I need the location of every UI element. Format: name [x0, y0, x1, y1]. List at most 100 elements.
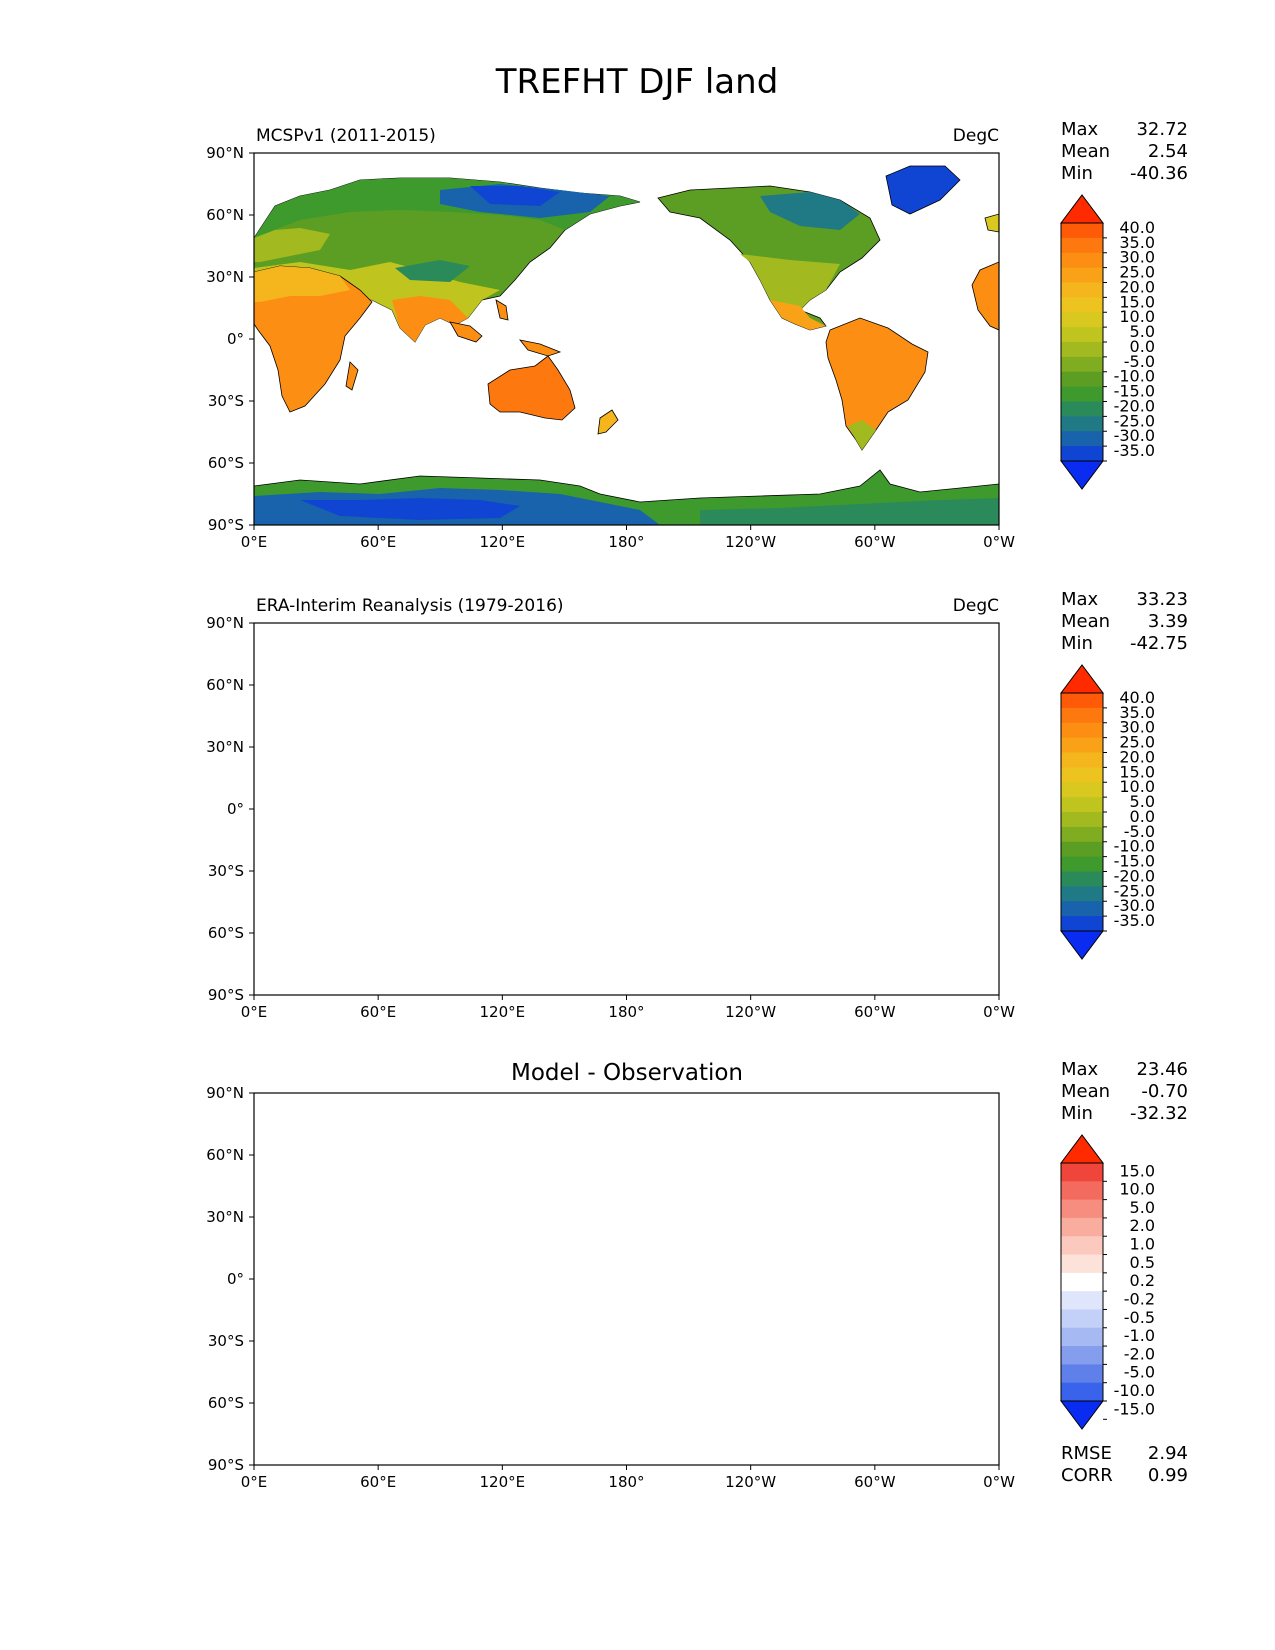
lon-label: 60°W	[854, 1003, 896, 1021]
colorbar-label: -30.0	[1114, 896, 1155, 915]
colorbar-segment	[1061, 1346, 1103, 1365]
lon-label: 0°W	[983, 1003, 1015, 1021]
colorbar-label: -25.0	[1114, 881, 1155, 900]
colorbar-label: -20.0	[1114, 396, 1155, 415]
colorbar-segment	[1061, 797, 1103, 813]
lat-label: 90°N	[206, 614, 244, 632]
northamerica-land	[657, 165, 961, 331]
stat-value: 32.72	[1136, 119, 1188, 140]
lat-label: 90°N	[206, 1084, 244, 1102]
lat-label: 60°N	[206, 1146, 244, 1164]
colorbar-label: -35.0	[1114, 911, 1155, 930]
colorbar-label: 30.0	[1119, 718, 1155, 737]
colorbar-label: 20.0	[1119, 277, 1155, 296]
panel-model: MCSPv1 (2011-2015) DegC	[206, 119, 1188, 551]
panel-left-title: MCSPv1 (2011-2015)	[256, 126, 436, 146]
colorbar-segment	[1061, 871, 1103, 887]
lat-label: 30°N	[206, 1208, 244, 1226]
colorbar-segment	[1061, 342, 1103, 358]
lon-label: 60°E	[360, 533, 396, 551]
extra-stat-value: 2.94	[1148, 1443, 1188, 1464]
stat-value: 23.46	[1136, 1059, 1188, 1080]
antarctica-land	[254, 469, 999, 525]
stat-label: Min	[1061, 633, 1093, 654]
figure-title: TREFHT DJF land	[495, 62, 779, 102]
colorbar-label: 5.0	[1130, 322, 1155, 341]
colorbar-segment	[1061, 1364, 1103, 1384]
colorbar-min-extend	[1060, 460, 1104, 490]
colorbar-segment	[1061, 841, 1103, 858]
lat-label: 0°	[227, 800, 244, 818]
panel-observation: ERA-Interim Reanalysis (1979-2016) DegC	[206, 589, 1188, 1021]
land-field	[254, 165, 999, 525]
colorbar-label: 0.5	[1130, 1253, 1155, 1272]
colorbar-segment	[1061, 1181, 1103, 1201]
colorbar-label: 15.0	[1119, 762, 1155, 781]
colorbar-max-extend	[1060, 194, 1104, 224]
lon-label: 120°W	[725, 1473, 776, 1491]
colorbar-label: -35.0	[1114, 441, 1155, 460]
panel-difference: Model - Observation	[206, 1059, 1188, 1491]
lat-label: 60°S	[208, 924, 244, 942]
colorbar-segment	[1061, 1327, 1103, 1347]
lat-label: 0°	[227, 330, 244, 348]
colorbar-segment	[1061, 327, 1103, 343]
lon-label: 0°E	[241, 1003, 268, 1021]
lat-label: 30°S	[208, 1332, 244, 1350]
lon-label: 60°E	[360, 1473, 396, 1491]
colorbar-label: -25.0	[1114, 411, 1155, 430]
colorbar-min-extend	[1060, 930, 1104, 960]
colorbar-segment	[1061, 431, 1103, 447]
colorbar-label: 0.0	[1130, 337, 1155, 356]
lon-label: 120°E	[480, 1473, 526, 1491]
colorbar-label: -0.2	[1124, 1289, 1155, 1308]
panel-units: DegC	[953, 126, 999, 146]
lat-label: 30°N	[206, 268, 244, 286]
map-background	[254, 623, 999, 995]
stat-label: Max	[1061, 589, 1099, 610]
southamerica-land	[825, 317, 929, 451]
colorbar-segment	[1061, 1217, 1103, 1237]
colorbar-label: -20.0	[1114, 866, 1155, 885]
colorbar-segment	[1061, 1291, 1103, 1310]
colorbar-segment	[1061, 812, 1103, 828]
colorbar-segment	[1061, 371, 1103, 388]
colorbar-label: 2.0	[1130, 1216, 1155, 1235]
colorbar-label: 5.0	[1130, 792, 1155, 811]
colorbar-label: -0.5	[1124, 1308, 1155, 1327]
colorbar-segment	[1061, 282, 1103, 298]
colorbar-frame	[1060, 1162, 1104, 1402]
stat-label: Mean	[1061, 611, 1110, 632]
colorbar-label: 30.0	[1119, 248, 1155, 267]
colorbar-label: 25.0	[1119, 263, 1155, 282]
lat-label: 60°N	[206, 206, 244, 224]
colorbar-label: -5.0	[1124, 1363, 1155, 1382]
stat-value: 33.23	[1136, 589, 1188, 610]
colorbar-label: 25.0	[1119, 733, 1155, 752]
stat-label: Max	[1061, 119, 1099, 140]
lat-label: 60°S	[208, 1394, 244, 1412]
lon-label: 60°W	[854, 1473, 896, 1491]
westafrica-edge-land	[971, 213, 999, 331]
colorbar-segment	[1061, 223, 1103, 239]
panel-center-title: Model - Observation	[511, 1060, 743, 1086]
colorbar-segment	[1061, 386, 1103, 402]
panel-left-title: ERA-Interim Reanalysis (1979-2016)	[256, 596, 564, 616]
lat-label: 0°	[227, 1270, 244, 1288]
lat-label: 90°S	[208, 986, 244, 1004]
stat-value: -32.32	[1130, 1103, 1188, 1124]
colorbar-label: 20.0	[1119, 747, 1155, 766]
stat-label: Min	[1061, 163, 1093, 184]
colorbar-segment	[1061, 1199, 1103, 1219]
colorbar-segment	[1061, 237, 1103, 254]
stat-label: Max	[1061, 1059, 1099, 1080]
colorbar-segment	[1061, 356, 1103, 373]
colorbar-max-extend	[1060, 1134, 1104, 1164]
colorbar-label: -15.0	[1114, 852, 1155, 871]
colorbar-label: -1.0	[1124, 1326, 1155, 1345]
lon-label: 180°	[608, 1003, 644, 1021]
lon-label: 0°W	[983, 533, 1015, 551]
colorbar-min-extend	[1060, 1400, 1104, 1430]
colorbar-label: 1.0	[1130, 1235, 1155, 1254]
lon-label: 0°W	[983, 1473, 1015, 1491]
